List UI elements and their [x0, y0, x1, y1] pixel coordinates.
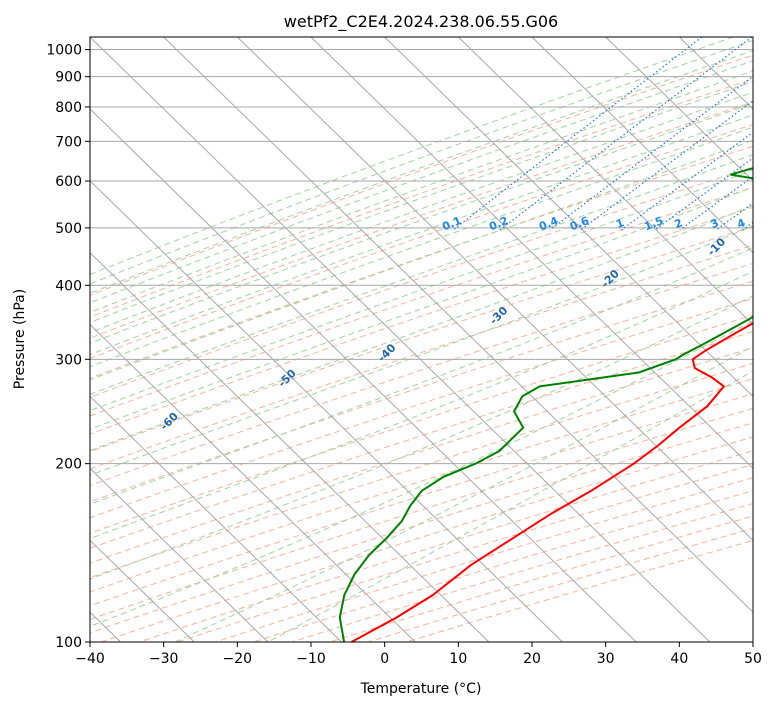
x-axis-label: Temperature (°C)	[360, 681, 482, 697]
moist-adiabat-line	[90, 204, 753, 452]
isotherm-line	[384, 37, 753, 398]
isotherm-line	[310, 37, 753, 470]
y-tick-label: 600	[55, 174, 82, 190]
isotherm-line	[236, 37, 753, 541]
dry-adiabat-line	[90, 187, 753, 417]
dry-adiabat-line	[90, 331, 753, 549]
moist-adiabat-line	[90, 186, 753, 430]
dry-adiabat-line	[90, 362, 753, 579]
mixing-ratio-label: 3	[709, 216, 721, 231]
isotherm-line	[90, 323, 416, 642]
moist-adiabat-line	[90, 225, 753, 476]
x-tick-label: 50	[744, 651, 762, 667]
background-lines	[90, 37, 753, 642]
isotherm-line	[457, 37, 753, 326]
dry-adiabat-line	[90, 78, 753, 318]
chart-title: wetPf2_C2E4.2024.238.06.55.G06	[284, 12, 558, 32]
y-tick-label: 100	[55, 635, 82, 651]
plot-frame	[89, 36, 754, 643]
mixing-ratio-line	[499, 37, 753, 231]
x-tick-label: −10	[296, 651, 326, 667]
moist-adiabat-line	[174, 345, 753, 642]
profiles	[338, 167, 753, 642]
x-tick-label: −40	[75, 651, 105, 667]
x-tick-label: 0	[380, 651, 389, 667]
moist-adiabat-line	[90, 169, 753, 412]
x-tick-label: −20	[223, 651, 253, 667]
mixing-ratio-label: 2	[673, 216, 685, 231]
temperature-profile-line	[351, 322, 753, 642]
isotherm-line	[90, 37, 711, 642]
dry-adiabat-line	[90, 244, 753, 470]
isotherm-line	[90, 108, 637, 642]
isotherm-line	[90, 251, 490, 642]
moist-adiabat-line	[90, 50, 753, 294]
y-tick-label: 900	[55, 70, 82, 86]
dry-adiabat-line	[90, 101, 753, 339]
moist-adiabat-line	[90, 153, 753, 395]
isotherm-line	[90, 539, 195, 642]
isotherm-line	[90, 180, 563, 642]
y-tick-label: 400	[55, 278, 82, 294]
y-tick-label: 1000	[46, 43, 82, 59]
dry-adiabat-line	[90, 124, 753, 360]
x-tick-label: −30	[149, 651, 179, 667]
moist-adiabat-line	[90, 126, 753, 368]
y-tick-label: 800	[55, 100, 82, 116]
mixing-ratio-line	[580, 100, 753, 231]
x-tick-label: 30	[597, 651, 615, 667]
y-axis-label: Pressure (hPa)	[12, 289, 28, 389]
dry-adiabat-line	[90, 378, 753, 593]
y-tick-label: 300	[55, 352, 82, 368]
x-tick-label: 40	[670, 651, 688, 667]
moist-adiabat-line	[90, 139, 753, 381]
isotherm-line	[90, 467, 269, 642]
dry-adiabat-line	[90, 54, 753, 296]
y-tick-label: 700	[55, 134, 82, 150]
dry-adiabat-line	[90, 297, 753, 519]
mixing-ratio-line	[654, 157, 753, 231]
isotherm-line	[605, 37, 753, 182]
isotherm-line	[90, 395, 342, 642]
isotherm-line	[163, 37, 753, 613]
x-tick-label: 10	[449, 651, 467, 667]
isotherm-line	[531, 37, 753, 254]
mixing-ratio-label: 1	[614, 216, 626, 231]
dry-adiabat-line	[90, 280, 753, 503]
moist-adiabat-line	[90, 102, 753, 344]
x-tick-label: 20	[523, 651, 541, 667]
mixing-ratio-line	[549, 75, 753, 231]
y-tick-label: 500	[55, 221, 82, 237]
axes: −40 −30 −20 −10 0 10 20 30 40 50 1000 900 800 700 600 5…	[46, 43, 762, 667]
dewpoint-profile-line	[338, 167, 753, 642]
y-tick-label: 200	[55, 457, 82, 473]
moist-adiabat-line	[90, 270, 753, 540]
moist-adiabat-line	[90, 39, 753, 285]
